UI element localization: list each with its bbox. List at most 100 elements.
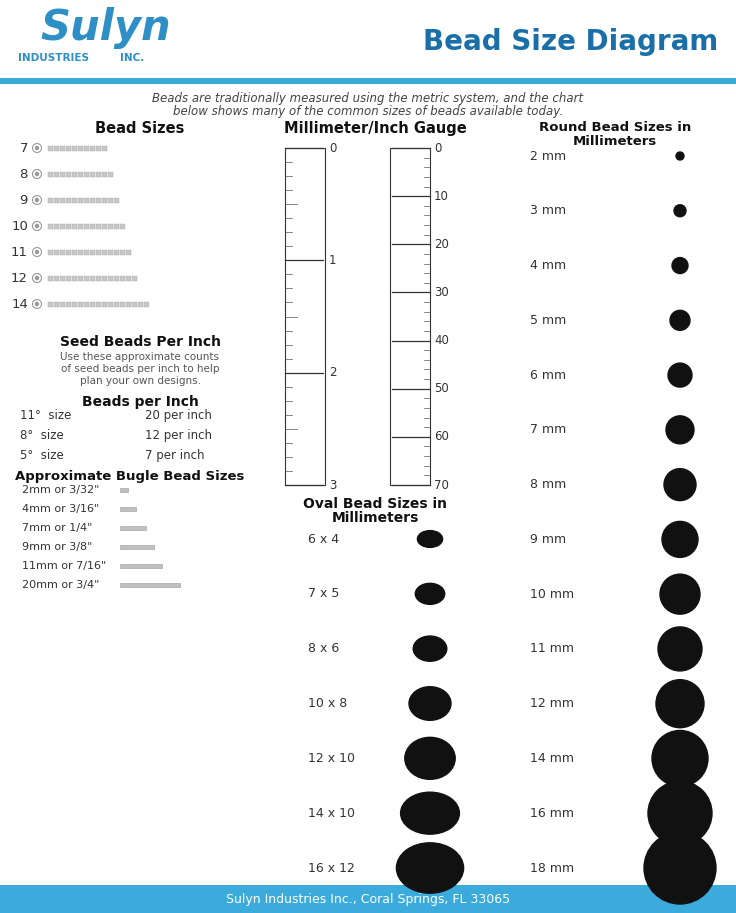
Bar [66, 145, 71, 151]
Text: 8°  size: 8° size [20, 428, 64, 442]
Text: 7 mm: 7 mm [530, 424, 566, 436]
Bar [102, 276, 107, 280]
Bar [54, 301, 59, 307]
Bar [108, 224, 113, 228]
Text: 0: 0 [434, 142, 442, 154]
Text: Approximate Bugle Bead Sizes: Approximate Bugle Bead Sizes [15, 470, 244, 483]
Bar [102, 145, 107, 151]
Bar [96, 224, 101, 228]
Bar [66, 197, 71, 203]
Bar [126, 276, 131, 280]
Bar [120, 545, 154, 549]
Ellipse shape [415, 583, 445, 604]
Text: plan your own designs.: plan your own designs. [79, 376, 200, 386]
Bar [120, 249, 125, 255]
Bar [66, 301, 71, 307]
Bar [72, 197, 77, 203]
Bar [90, 197, 95, 203]
Text: 2: 2 [329, 366, 336, 379]
Text: 14: 14 [11, 298, 28, 310]
Text: 16 mm: 16 mm [530, 807, 574, 820]
Text: 10: 10 [434, 190, 449, 203]
Bar [90, 172, 95, 176]
Text: 10: 10 [11, 219, 28, 233]
Text: 10 mm: 10 mm [530, 588, 574, 601]
Text: Beads per Inch: Beads per Inch [82, 395, 199, 409]
Circle shape [658, 627, 702, 671]
Bar [66, 249, 71, 255]
Text: Oval Bead Sizes in: Oval Bead Sizes in [303, 497, 447, 511]
Text: 20: 20 [434, 237, 449, 251]
Bar [60, 301, 65, 307]
Bar [102, 172, 107, 176]
Text: 2mm or 3/32": 2mm or 3/32" [22, 485, 99, 495]
Bar [132, 276, 137, 280]
Text: 0: 0 [329, 142, 336, 154]
Text: 5 mm: 5 mm [530, 314, 566, 327]
Circle shape [664, 468, 696, 500]
Bar [102, 197, 107, 203]
Bar [96, 145, 101, 151]
Circle shape [35, 302, 38, 306]
Bar [390, 148, 430, 485]
Text: 4 mm: 4 mm [530, 259, 566, 272]
Text: 8 mm: 8 mm [530, 478, 566, 491]
Circle shape [670, 310, 690, 331]
Text: 9: 9 [20, 194, 28, 206]
Bar [60, 197, 65, 203]
Circle shape [35, 225, 38, 227]
Text: 60: 60 [434, 430, 449, 444]
Bar [0, 885, 736, 913]
Bar [72, 145, 77, 151]
Text: 8: 8 [20, 167, 28, 181]
Bar [72, 301, 77, 307]
Text: 9mm or 3/8": 9mm or 3/8" [22, 542, 93, 552]
Bar [114, 276, 119, 280]
Text: 20mm or 3/4": 20mm or 3/4" [22, 580, 99, 590]
Bar [114, 224, 119, 228]
Text: 11°  size: 11° size [20, 408, 71, 422]
Text: 20 per inch: 20 per inch [145, 408, 212, 422]
Ellipse shape [397, 843, 464, 893]
Circle shape [35, 277, 38, 279]
Bar [120, 276, 125, 280]
Text: INC.: INC. [120, 53, 144, 63]
Bar [54, 224, 59, 228]
Bar [114, 197, 119, 203]
Text: 7 per inch: 7 per inch [145, 448, 205, 461]
Circle shape [35, 146, 38, 150]
Text: Sulyn: Sulyn [40, 7, 171, 49]
Bar [114, 249, 119, 255]
Text: 2 mm: 2 mm [530, 150, 566, 163]
Bar [72, 249, 77, 255]
Bar [108, 172, 113, 176]
Circle shape [35, 250, 38, 254]
Bar [84, 301, 89, 307]
Text: 40: 40 [434, 334, 449, 347]
Text: Use these approximate counts: Use these approximate counts [60, 352, 219, 362]
Text: 11mm or 7/16": 11mm or 7/16" [22, 561, 106, 571]
Text: Bead Size Diagram: Bead Size Diagram [422, 28, 718, 56]
Text: Millimeters: Millimeters [573, 135, 657, 148]
Text: 6 mm: 6 mm [530, 369, 566, 382]
Text: 3: 3 [329, 478, 336, 491]
Bar [126, 249, 131, 255]
Bar [120, 224, 125, 228]
Text: Seed Beads Per Inch: Seed Beads Per Inch [60, 335, 221, 349]
Bar [114, 301, 119, 307]
Bar [78, 197, 83, 203]
Text: 7: 7 [19, 142, 28, 154]
Circle shape [656, 679, 704, 728]
Text: Sulyn Industries Inc., Coral Springs, FL 33065: Sulyn Industries Inc., Coral Springs, FL… [226, 893, 510, 906]
Bar [60, 249, 65, 255]
Bar [96, 172, 101, 176]
Bar [48, 224, 53, 228]
Circle shape [660, 574, 700, 614]
Bar [54, 172, 59, 176]
Text: 12 x 10: 12 x 10 [308, 751, 355, 765]
Bar [90, 224, 95, 228]
Bar [102, 224, 107, 228]
Text: 1: 1 [329, 254, 336, 267]
Bar [72, 224, 77, 228]
Bar [48, 276, 53, 280]
